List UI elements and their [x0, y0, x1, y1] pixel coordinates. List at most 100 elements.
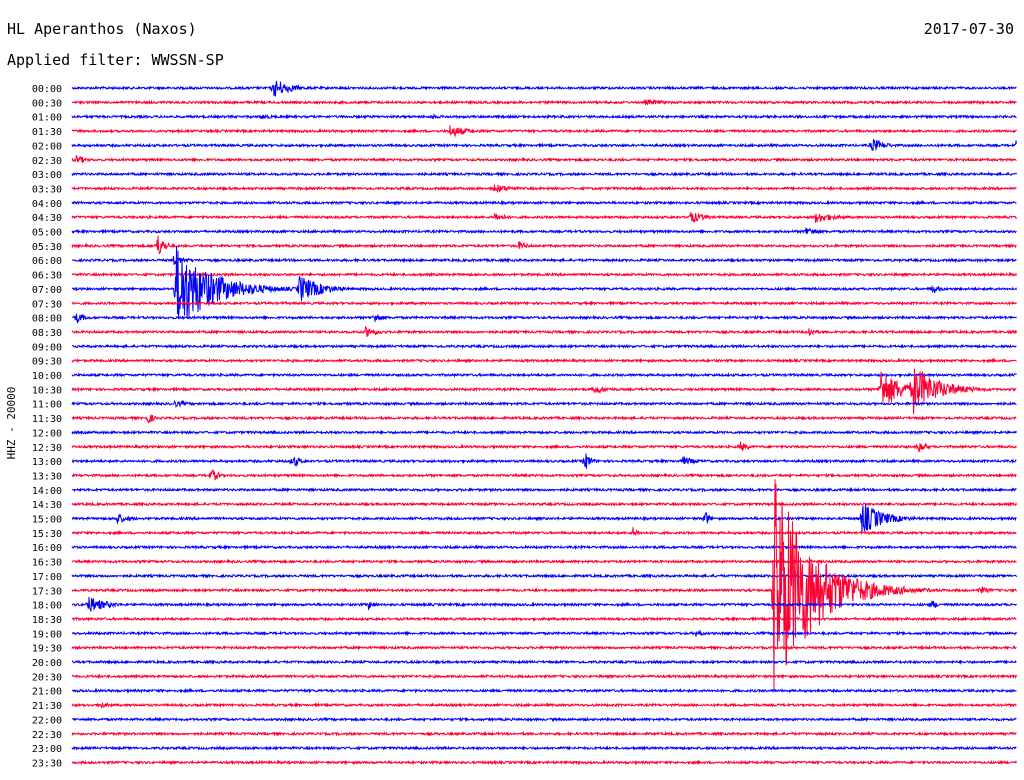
seismogram-trace [71, 399, 1017, 409]
seismogram-trace [71, 357, 1017, 364]
row-time-label: 19:30 [32, 644, 62, 655]
row-time-label: 23:30 [32, 758, 62, 769]
row-time-label: 01:00 [32, 113, 62, 124]
seismogram-trace [71, 125, 1017, 138]
seismogram-trace [71, 701, 1017, 710]
seismogram-trace [71, 453, 1017, 469]
row-time-label: 14:30 [32, 500, 62, 511]
seismogram-trace [71, 572, 1017, 579]
seismogram-trace [71, 504, 1017, 534]
seismogram-trace [71, 271, 1017, 278]
seismogram-trace [71, 80, 1017, 97]
seismogram-trace [71, 300, 1017, 307]
seismogram-trace [71, 501, 1017, 508]
channel-label: HHZ - 20000 [5, 387, 18, 460]
row-time-label: 22:00 [32, 715, 62, 726]
seismogram-trace [71, 372, 1017, 379]
record-date: 2017-07-30 [923, 20, 1014, 38]
row-time-label: 07:00 [32, 285, 62, 296]
row-time-label: 23:00 [32, 744, 62, 755]
row-time-label: 06:00 [32, 256, 62, 267]
row-time-label: 13:30 [32, 471, 62, 482]
row-time-label: 07:30 [32, 299, 62, 310]
seismogram-trace [71, 429, 1017, 436]
seismogram-trace [71, 616, 1017, 622]
row-time-label: 06:30 [32, 271, 62, 282]
row-time-label: 15:00 [32, 515, 62, 526]
row-time-label: 04:30 [32, 213, 62, 224]
seismogram-trace [71, 171, 1017, 178]
row-time-label: 21:30 [32, 701, 62, 712]
row-time-label: 03:00 [32, 170, 62, 181]
row-time-label: 17:00 [32, 572, 62, 583]
seismogram-trace [71, 558, 1017, 565]
seismogram-trace [71, 628, 1017, 637]
row-time-label: 00:30 [32, 98, 62, 109]
seismogram-trace [71, 526, 1017, 536]
row-time-label: 16:30 [32, 558, 62, 569]
seismogram-trace [71, 199, 1017, 206]
seismogram-trace [71, 596, 1017, 612]
seismogram-trace [71, 468, 1017, 481]
row-time-label: 18:30 [32, 615, 62, 626]
row-time-label: 16:00 [32, 543, 62, 554]
row-time-label: 08:30 [32, 328, 62, 339]
seismogram-trace [71, 368, 1017, 415]
row-time-label: 13:00 [32, 457, 62, 468]
row-time-label: 20:00 [32, 658, 62, 669]
seismogram-trace [71, 211, 1017, 223]
row-time-label: 17:30 [32, 586, 62, 597]
row-time-label: 22:30 [32, 730, 62, 741]
seismogram-trace [71, 245, 1017, 320]
row-time-label: 01:30 [32, 127, 62, 138]
row-time-label: 10:00 [32, 371, 62, 382]
row-time-label: 19:00 [32, 629, 62, 640]
row-time-label: 21:00 [32, 687, 62, 698]
seismogram-trace [71, 343, 1017, 350]
seismogram-trace [71, 687, 1017, 694]
seismogram-trace [71, 730, 1017, 737]
seismogram-trace [71, 745, 1017, 752]
seismogram-trace [71, 544, 1017, 551]
row-time-label: 11:00 [32, 400, 62, 411]
row-time-label: 20:30 [32, 672, 62, 683]
filter-label: Applied filter: WWSSN-SP [7, 51, 224, 69]
seismogram-trace [71, 98, 1017, 106]
row-time-label: 12:00 [32, 428, 62, 439]
seismogram-trace [71, 155, 1017, 164]
seismogram-trace [71, 414, 1017, 424]
row-time-label: 08:00 [32, 314, 62, 325]
row-time-label: 02:30 [32, 156, 62, 167]
row-time-label: 02:00 [32, 141, 62, 152]
row-time-label: 14:00 [32, 486, 62, 497]
seismogram-trace [71, 673, 1017, 680]
seismogram-trace [71, 112, 1017, 120]
row-time-label: 05:00 [32, 228, 62, 239]
row-time-label: 10:30 [32, 385, 62, 396]
row-time-label: 18:00 [32, 601, 62, 612]
row-time-label: 05:30 [32, 242, 62, 253]
seismogram-trace [71, 326, 1017, 337]
seismogram-trace [71, 644, 1017, 651]
seismogram-trace [71, 256, 1017, 265]
row-time-label: 11:30 [32, 414, 62, 425]
seismogram-trace [71, 479, 1017, 690]
seismogram-trace [72, 313, 1017, 324]
row-time-label: 12:30 [32, 443, 62, 454]
row-time-label: 09:30 [32, 357, 62, 368]
seismogram-trace [71, 235, 1017, 255]
seismogram-trace [71, 139, 1017, 151]
seismogram-trace [71, 658, 1017, 666]
row-time-label: 00:00 [32, 84, 62, 95]
seismogram-trace [71, 227, 1017, 235]
seismogram-trace [71, 759, 1017, 766]
row-time-label: 15:30 [32, 529, 62, 540]
station-title: HL Aperanthos (Naxos) [7, 20, 197, 38]
row-time-label: 04:00 [32, 199, 62, 210]
row-time-label: 09:00 [32, 342, 62, 353]
seismogram-trace [71, 716, 1017, 723]
seismogram-trace [71, 486, 1017, 493]
row-time-label: 03:30 [32, 184, 62, 195]
seismogram-trace [71, 184, 1017, 194]
